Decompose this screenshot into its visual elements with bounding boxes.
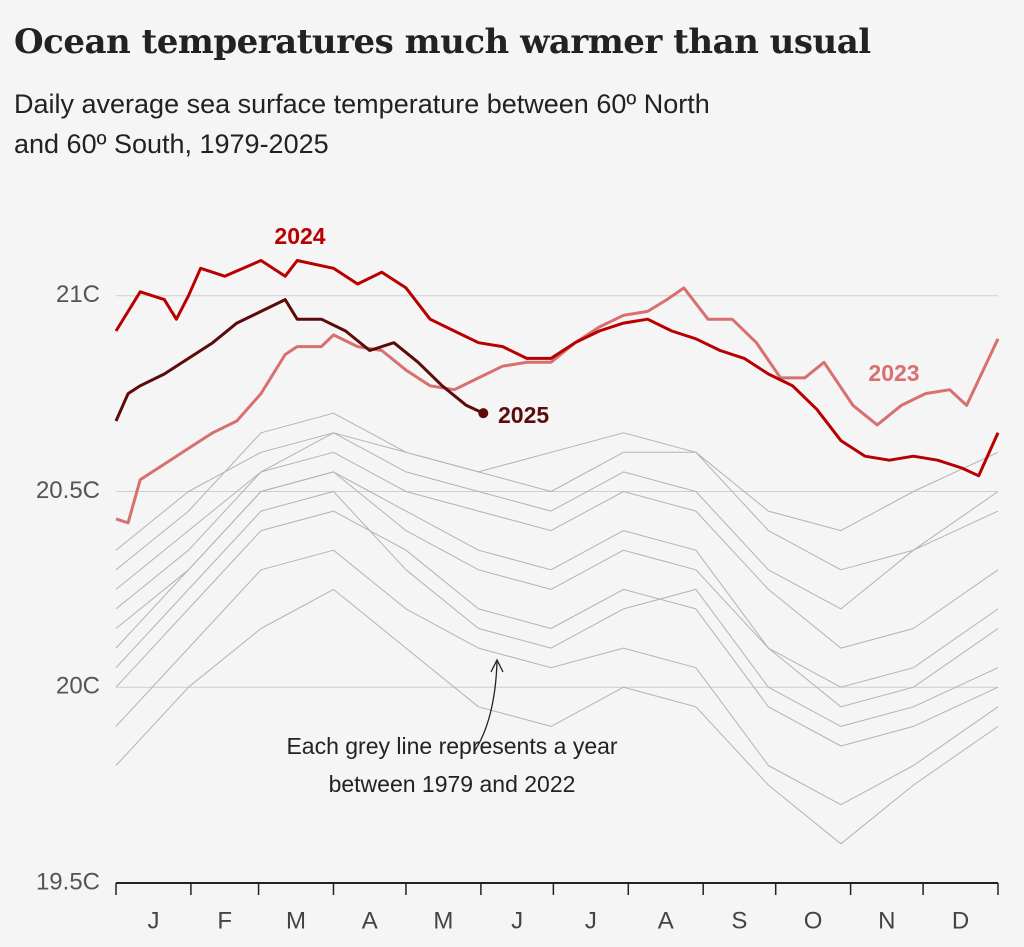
year-line: [115, 471, 999, 688]
x-tick-label: A: [658, 907, 674, 934]
year-line: [115, 510, 999, 747]
highlight-line: [115, 286, 1000, 525]
highlight-line: [114, 259, 1000, 478]
series-label: 2024: [274, 223, 325, 249]
x-tick-label: J: [585, 907, 597, 934]
end-point: [478, 408, 489, 419]
annotation: between 1979 and 2022: [329, 771, 576, 797]
x-tick-label: F: [217, 907, 232, 934]
x-tick-label: J: [511, 907, 523, 934]
series-label: 2025: [498, 402, 549, 428]
year-line: [115, 549, 999, 806]
y-tick-label: 19.5C: [36, 868, 100, 895]
chart-title: Ocean temperatures much warmer than usua…: [14, 22, 871, 62]
subtitle: Daily average sea surface temperature be…: [14, 84, 710, 164]
year-line: [115, 491, 999, 727]
x-tick-label: O: [804, 907, 823, 934]
x-tick-label: N: [878, 907, 895, 934]
annotation-arrowhead: [490, 658, 504, 673]
subtitle-line: and 60º South, 1979-2025: [14, 129, 329, 159]
year-line: [115, 432, 999, 551]
y-tick-label: 20.5C: [36, 477, 100, 504]
year-line: [115, 588, 999, 845]
annotation: Each grey line represents a year: [286, 733, 617, 759]
year-line: [115, 432, 999, 610]
x-tick-label: M: [286, 907, 306, 934]
series-label: 2023: [868, 360, 919, 386]
x-tick-label: M: [433, 907, 453, 934]
y-tick-label: 20C: [56, 673, 100, 700]
year-line: [115, 412, 999, 571]
y-tick-label: 21C: [56, 281, 100, 308]
x-tick-label: D: [952, 907, 969, 934]
annotation-arrow: [473, 661, 498, 753]
x-tick-label: A: [362, 907, 378, 934]
x-tick-label: J: [147, 907, 159, 934]
grid: 19.5C 20C 20.5C 21C J F M A M J J A S O N D: [36, 281, 999, 934]
x-tick-label: S: [731, 907, 747, 934]
lines: 2023 2024 2025: [114, 223, 1000, 845]
subtitle-line: Daily average sea surface temperature be…: [14, 89, 710, 119]
highlight-line: [114, 298, 484, 422]
